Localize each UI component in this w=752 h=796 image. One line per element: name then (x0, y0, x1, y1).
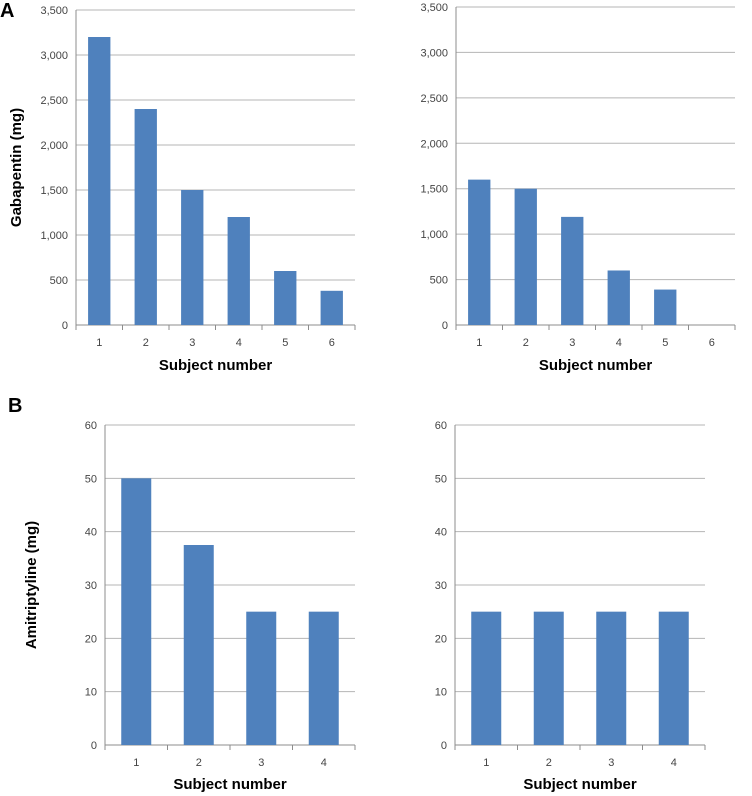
y-tick-label: 3,000 (420, 47, 448, 59)
y-tick-label: 60 (435, 420, 447, 432)
x-tick-label: 2 (546, 757, 552, 769)
x-tick-label: 1 (483, 757, 489, 769)
panel-label-a: A (0, 0, 14, 22)
bar (183, 545, 214, 745)
x-tick-label: 1 (476, 337, 482, 349)
x-axis-title: Subject number (159, 357, 273, 374)
x-tick-label: 6 (709, 337, 715, 349)
bar (88, 37, 111, 325)
y-tick-label: 40 (85, 527, 97, 539)
x-tick-label: 5 (662, 337, 668, 349)
bar (607, 270, 630, 325)
bar (134, 109, 157, 325)
x-tick-label: 5 (282, 337, 288, 349)
bar (468, 179, 491, 325)
x-tick-label: 3 (258, 757, 264, 769)
y-tick-label: 0 (442, 320, 448, 332)
y-axis-title: Amitriptyline (mg) (23, 521, 40, 649)
y-tick-label: 1,500 (420, 184, 448, 196)
y-tick-label: 0 (91, 740, 97, 752)
y-tick-label: 1,000 (40, 230, 68, 242)
y-tick-label: 50 (435, 473, 447, 485)
y-tick-label: 3,500 (420, 2, 448, 14)
bar (561, 216, 584, 325)
bar (596, 611, 627, 745)
x-tick-label: 3 (569, 337, 575, 349)
bar (658, 611, 689, 745)
x-tick-label: 2 (523, 337, 529, 349)
chart-gabapentin-right: 0 500 1,000 1,500 2,000 2,500 3,000 3,500 1 2 3 4 5 6… (420, 2, 736, 374)
chart-gabapentin-left: 0 500 1,000 1,500 2,000 2,500 3,000 3,500 1 2 3 4 5 6… (8, 5, 356, 374)
y-tick-label: 2,000 (40, 140, 68, 152)
y-tick-label: 30 (85, 580, 97, 592)
bar (246, 611, 277, 745)
x-tick-label: 4 (616, 337, 622, 349)
y-tick-label: 20 (85, 633, 97, 645)
x-axis-title: Subject number (523, 776, 637, 793)
chart-amitriptyline-left: 0 10 20 30 40 50 60 1 2 3 4 Subject number Amitripty… (23, 420, 356, 793)
bar (308, 611, 339, 745)
bar (654, 289, 677, 325)
y-tick-label: 40 (435, 527, 447, 539)
y-tick-label: 3,500 (40, 5, 68, 17)
y-tick-label: 50 (85, 473, 97, 485)
x-axis-title: Subject number (539, 357, 653, 374)
y-tick-label: 20 (435, 633, 447, 645)
x-tick-label: 6 (329, 337, 335, 349)
y-tick-label: 60 (85, 420, 97, 432)
y-tick-label: 2,000 (420, 138, 448, 150)
x-axis-title: Subject number (173, 776, 287, 793)
y-tick-label: 2,500 (40, 95, 68, 107)
bar (471, 611, 502, 745)
x-tick-label: 1 (96, 337, 102, 349)
x-tick-label: 1 (133, 757, 139, 769)
panel-label-b: B (8, 395, 22, 417)
x-tick-label: 3 (189, 337, 195, 349)
y-tick-label: 10 (85, 687, 97, 699)
bar (533, 611, 564, 745)
bar (181, 190, 204, 325)
bar (274, 271, 297, 325)
x-tick-label: 2 (143, 337, 149, 349)
y-tick-label: 500 (50, 275, 68, 287)
bar (121, 478, 152, 745)
bar (514, 188, 537, 325)
chart-amitriptyline-right: 0 10 20 30 40 50 60 1 2 3 4 Subject number (435, 420, 706, 793)
x-tick-label: 4 (321, 757, 327, 769)
x-tick-label: 4 (671, 757, 677, 769)
y-axis-title: Gabapentin (mg) (8, 108, 25, 227)
y-tick-label: 0 (441, 740, 447, 752)
y-tick-label: 500 (430, 275, 448, 287)
y-tick-label: 3,000 (40, 50, 68, 62)
y-tick-label: 1,500 (40, 185, 68, 197)
bar (227, 217, 250, 325)
x-tick-label: 2 (196, 757, 202, 769)
y-tick-label: 30 (435, 580, 447, 592)
x-tick-label: 4 (236, 337, 242, 349)
y-tick-label: 1,000 (420, 229, 448, 241)
y-tick-label: 2,500 (420, 93, 448, 105)
bar (320, 290, 343, 325)
x-tick-label: 3 (608, 757, 614, 769)
y-tick-label: 10 (435, 687, 447, 699)
y-tick-label: 0 (62, 320, 68, 332)
